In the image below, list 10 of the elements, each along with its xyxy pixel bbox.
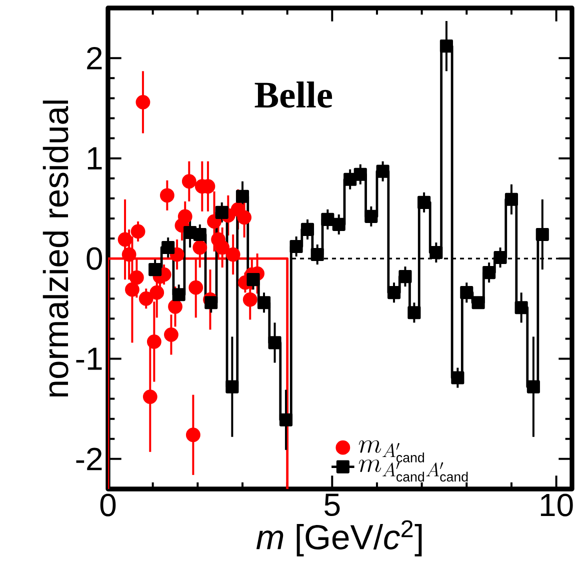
y-tick-label: 1	[88, 147, 102, 170]
y-tick-label: -2	[76, 448, 102, 470]
y-axis-title: normalzied residual	[42, 100, 68, 396]
x-tick-label: 10	[540, 494, 573, 516]
y-tick-label: -1	[76, 348, 102, 370]
x-axis-title: m [GeV/c$^{2}$]	[256, 520, 422, 556]
y-tick-label: 0	[86, 247, 102, 270]
x-tick-label: 5	[324, 494, 340, 516]
annotation: Belle	[254, 81, 332, 108]
y-tick-label: 2	[87, 46, 102, 70]
